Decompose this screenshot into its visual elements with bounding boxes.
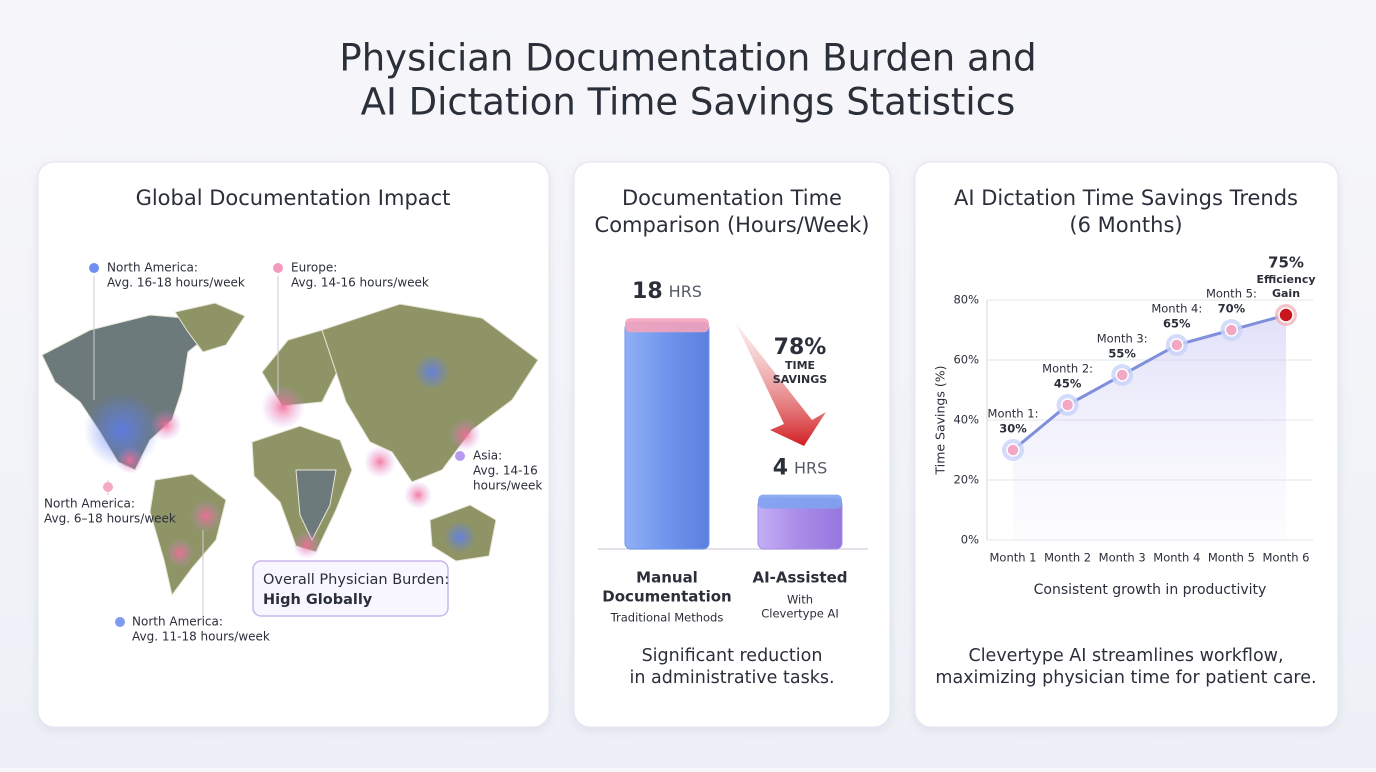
chart-title: Documentation Time xyxy=(622,186,842,210)
region-label: North America: xyxy=(107,261,198,275)
x-tick-label: Month 6 xyxy=(1262,551,1309,565)
annotation: 78% xyxy=(774,335,827,360)
panel-footer: Clevertype AI streamlines workflow, xyxy=(968,646,1283,666)
bar xyxy=(624,321,710,550)
x-tick-label: Month 2 xyxy=(1044,551,1091,565)
value-unit: HRS xyxy=(669,282,702,301)
value-label: 30% xyxy=(999,422,1027,436)
point-label: Month 1: xyxy=(988,407,1039,421)
point-label: Month 3: xyxy=(1097,332,1148,346)
callout-box xyxy=(252,560,449,617)
y-tick-label: 80% xyxy=(953,293,979,307)
chart-title: AI Dictation Time Savings Trends xyxy=(954,186,1298,210)
page-title: AI Dictation Time Savings Statistics xyxy=(361,81,1016,124)
point xyxy=(1060,398,1075,412)
value-unit: HRS xyxy=(794,458,827,477)
value-label: 55% xyxy=(1108,347,1136,361)
bar-cap xyxy=(758,494,842,509)
point xyxy=(1278,307,1294,323)
y-tick-label: 20% xyxy=(953,473,979,487)
glow xyxy=(84,392,160,468)
value-label: 18 HRS xyxy=(632,279,702,304)
world-map xyxy=(41,263,539,627)
category-sublabel: Traditional Methods xyxy=(610,611,724,625)
x-tick-label: Month 1 xyxy=(989,551,1036,565)
region-label: North America: xyxy=(132,615,223,629)
region-label: Avg. 14-16 hours/week xyxy=(291,276,429,290)
region-label: Avg. 14-16 xyxy=(473,464,538,478)
callout-text: Overall Physician Burden: xyxy=(263,572,449,588)
chart-title: (6 Months) xyxy=(1069,213,1182,237)
region-label: Europe: xyxy=(291,261,337,275)
bar-cap xyxy=(625,318,709,333)
point-label: Month 4: xyxy=(1151,302,1202,316)
region-label: Avg. 16-18 hours/week xyxy=(107,276,245,290)
callout-emphasis: High Globally xyxy=(263,592,373,608)
value-label: 4 HRS xyxy=(773,456,828,481)
point-label: Month 5: xyxy=(1206,287,1257,301)
point xyxy=(1170,338,1184,352)
category-sublabel: Clevertype AI xyxy=(761,607,839,621)
continent xyxy=(174,302,246,353)
point-label: Efficiency xyxy=(1256,273,1315,286)
panel-footer: maximizing physician time for patient ca… xyxy=(935,668,1316,688)
annotation-text: SAVINGS xyxy=(773,373,828,386)
point xyxy=(1224,323,1239,337)
x-axis-label: Consistent growth in productivity xyxy=(1034,582,1267,598)
x-tick-label: Month 5 xyxy=(1208,551,1255,565)
x-tick-label: Month 4 xyxy=(1153,551,1200,565)
value-number: 18 xyxy=(632,279,663,304)
value-label: 75% xyxy=(1268,254,1304,272)
continent xyxy=(321,303,539,483)
region-label: Avg. 11-18 hours/week xyxy=(132,630,270,644)
value-number: 4 xyxy=(773,456,788,481)
region-label: Asia: xyxy=(473,449,502,463)
bar-panel xyxy=(573,161,891,728)
region-label: hours/week xyxy=(473,479,542,493)
panel-title: Global Documentation Impact xyxy=(136,186,451,210)
y-tick-label: 0% xyxy=(961,533,979,547)
y-tick-label: 40% xyxy=(953,413,979,427)
point-label: Gain xyxy=(1272,287,1300,300)
glow xyxy=(444,521,476,553)
savings-arrow xyxy=(735,322,826,446)
value-label: 65% xyxy=(1163,317,1191,331)
value-label: 70% xyxy=(1218,302,1246,316)
panel-footer: in administrative tasks. xyxy=(629,668,834,688)
annotation-text: TIME xyxy=(785,359,815,372)
y-axis-label: Time Savings (%) xyxy=(933,365,948,475)
panel-footer: Significant reduction xyxy=(642,646,823,666)
glow xyxy=(414,354,450,390)
area xyxy=(1013,315,1286,540)
continent xyxy=(295,469,337,542)
x-tick-label: Month 3 xyxy=(1099,551,1146,565)
y-tick-label: 60% xyxy=(953,353,979,367)
hotspots xyxy=(116,385,481,567)
point xyxy=(1115,368,1129,382)
page-title: Physician Documentation Burden and xyxy=(339,37,1036,80)
category-sublabel: With xyxy=(787,593,813,607)
chart-title: Comparison (Hours/Week) xyxy=(595,213,870,237)
region-label: North America: xyxy=(44,497,135,511)
category-label: Manual xyxy=(636,569,698,587)
point xyxy=(1006,443,1020,457)
category-label: Documentation xyxy=(602,588,731,606)
category-label: AI-Assisted xyxy=(752,569,847,587)
point-label: Month 2: xyxy=(1042,362,1093,376)
region-label: Avg. 6–18 hours/week xyxy=(44,512,176,526)
value-label: 45% xyxy=(1054,377,1082,391)
